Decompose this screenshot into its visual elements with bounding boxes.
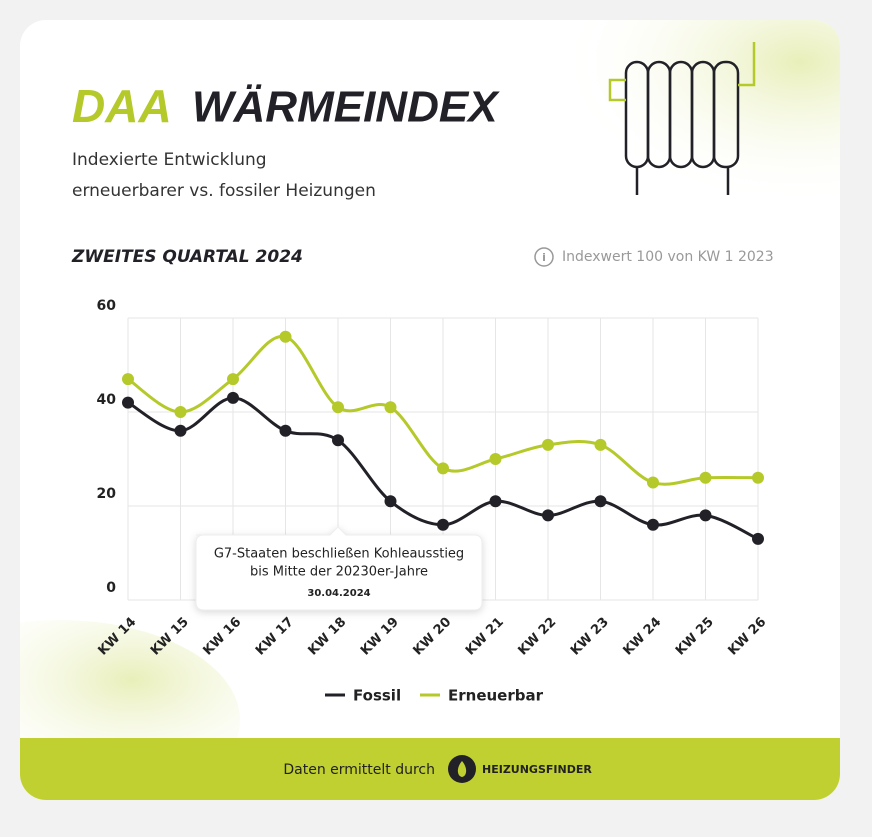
- data-point: [122, 396, 134, 409]
- data-point: [699, 509, 712, 522]
- data-point: [489, 453, 502, 465]
- footer-band: [20, 738, 840, 800]
- legend-label: Fossil: [353, 687, 401, 705]
- logo: DAA: [72, 80, 172, 132]
- data-point: [384, 401, 397, 414]
- data-point: [437, 518, 449, 531]
- data-point: [542, 438, 554, 451]
- data-point: [752, 471, 764, 484]
- annotation-text: bis Mitte der 20230er-Jahre: [250, 565, 428, 580]
- y-tick-label: 60: [97, 298, 117, 314]
- radiator-icon: [608, 42, 756, 195]
- data-point: [647, 476, 659, 489]
- data-point: [594, 495, 607, 508]
- info-icon: i: [542, 251, 546, 264]
- y-tick-label: 20: [97, 486, 117, 502]
- data-point: [332, 401, 344, 414]
- brand-icon: [457, 761, 467, 777]
- annotation-text: G7-Staaten beschließen Kohleausstieg: [214, 547, 464, 562]
- annotation: G7-Staaten beschließen Kohleausstieg bis …: [195, 526, 483, 611]
- title: WÄRMEINDEX: [192, 83, 500, 132]
- period: ZWEITES QUARTAL 2024: [71, 247, 303, 267]
- data-point: [227, 373, 239, 386]
- info-icon: [534, 247, 554, 267]
- data-point: [332, 434, 344, 447]
- data-point: [647, 518, 659, 531]
- data-point: [437, 462, 449, 475]
- data-point: [279, 424, 292, 437]
- annotation-box: [195, 526, 483, 611]
- data-point: [279, 330, 292, 343]
- data-point: [542, 509, 554, 522]
- decor: [520, 20, 840, 230]
- y-tick-label: 0: [106, 580, 116, 596]
- data-point: [122, 373, 134, 386]
- y-tick-label: 40: [97, 392, 117, 408]
- data-point: [699, 471, 712, 484]
- data-point: [174, 406, 187, 418]
- data-point: [174, 424, 187, 437]
- data-point: [384, 495, 397, 508]
- legend-label: Erneuerbar: [448, 687, 544, 705]
- footer-brand: HEIZUNGSFINDER: [482, 763, 592, 776]
- note: Indexwert 100 von KW 1 2023: [562, 249, 774, 265]
- data-point: [752, 532, 764, 545]
- data-point: [594, 438, 607, 451]
- annotation-date: 30.04.2024: [307, 588, 370, 599]
- data-point: [489, 495, 502, 508]
- subtitle: erneuerbarer vs. fossiler Heizungen: [72, 181, 376, 201]
- footer-text: Daten ermittelt durch: [283, 762, 435, 778]
- subtitle: Indexierte Entwicklung: [72, 150, 267, 170]
- data-point: [227, 391, 239, 404]
